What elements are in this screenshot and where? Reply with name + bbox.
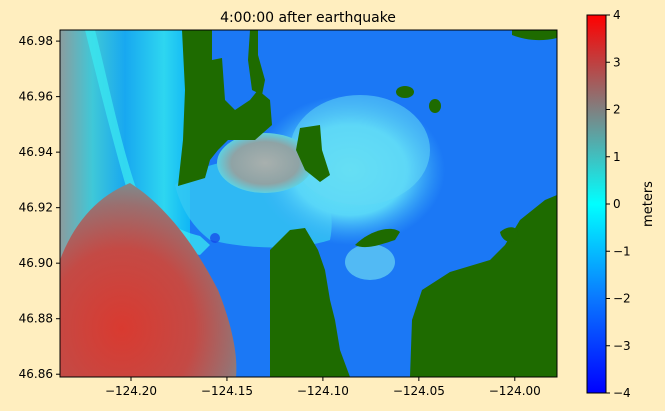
wave-crest-region [60,183,237,377]
colorbar-tick-label: −3 [613,339,631,353]
y-tick-label: 46.86 [19,367,53,381]
chart-title: 4:00:00 after earthquake [220,10,396,26]
inlet-mark [210,233,220,243]
colorbar [586,14,607,394]
colorbar-tick-label: 0 [613,197,621,211]
x-tick-label: −124.15 [201,384,253,398]
land-north-strip [248,30,265,95]
island-a [396,86,414,98]
plot-area [60,30,557,377]
y-tick-label: 46.88 [19,312,53,326]
land-south-peninsula [270,228,350,377]
x-axis: −124.20 −124.15 −124.10 −124.05 −124.00 [105,377,541,398]
land-southeast [410,195,557,377]
y-tick-label: 46.98 [19,34,53,48]
colorbar-tick-label: 2 [613,103,621,117]
x-tick-label: −124.05 [393,384,445,398]
land-north-spit [178,30,272,186]
x-tick-label: −124.20 [105,384,157,398]
colorbar-tick-label: −1 [613,244,631,258]
land-south-point [355,228,400,248]
island-b [429,99,441,113]
colorbar-tick-label: −2 [613,292,631,306]
colorbar-tick-label: −4 [613,386,631,400]
southern-plume [345,244,395,280]
colorbar-tick-label: 4 [613,8,621,22]
colorbar-tick-label: 3 [613,55,621,69]
plot-frame [59,29,558,378]
x-tick-label: −124.10 [297,384,349,398]
y-axis: 46.86 46.88 46.90 46.92 46.94 46.96 46.98 [19,34,60,381]
colorbar-label: meters [641,181,656,227]
y-tick-label: 46.90 [19,256,53,270]
inner-bay-elevation [217,133,313,193]
x-tick-label: −124.00 [489,384,541,398]
land-southeast-islet [500,227,519,242]
land-northeast [512,30,557,41]
y-tick-label: 46.94 [19,145,53,159]
colorbar-axis: −4 −3 −2 −1 0 1 2 3 4 [606,8,631,400]
y-tick-label: 46.92 [19,201,53,215]
land-peninsula [296,125,330,182]
y-tick-label: 46.96 [19,90,53,104]
colorbar-tick-label: 1 [613,150,621,164]
